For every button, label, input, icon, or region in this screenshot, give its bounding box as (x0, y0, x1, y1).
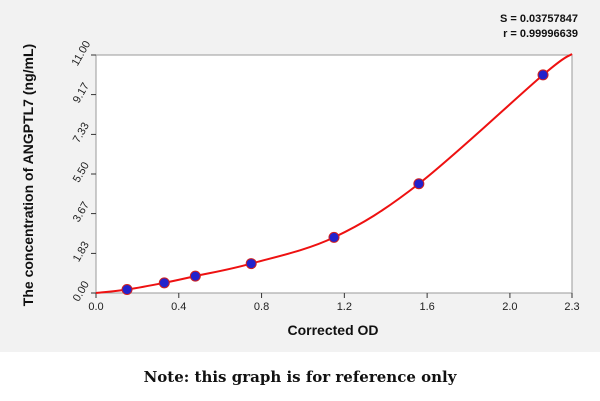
x-tick-label: 1.6 (419, 301, 434, 313)
plot-area: 0.0 0.4 0.8 1.2 1.6 2.0 2.30.001.833.675.507.3… (70, 39, 580, 313)
x-axis-title: Corrected OD (287, 322, 378, 338)
data-point (121, 284, 133, 296)
data-point (537, 69, 549, 81)
y-tick-label: 3.67 (71, 200, 92, 225)
y-tick-label: 11.00 (70, 39, 94, 68)
chart-panel: 0.0 0.4 0.8 1.2 1.6 2.0 2.3 0.00 1.83 3.67 5.50 7.3… (0, 0, 600, 352)
data-point (158, 277, 170, 289)
x-tick-label: 2.3 (564, 301, 579, 313)
data-point (245, 258, 257, 270)
x-tick-label: 0.8 (254, 301, 269, 313)
x-tick-label: 0.0 (88, 301, 103, 313)
y-tick-label: 5.50 (71, 160, 92, 185)
y-tick-label: 9.17 (71, 81, 92, 106)
data-point (328, 231, 340, 243)
calibration-chart: 0.0 0.4 0.8 1.2 1.6 2.0 2.30.001.833.675.507.3… (20, 13, 580, 338)
y-axis-title: The concentration of ANGPTL7 (ng/mL) (20, 44, 36, 306)
y-tick-label: 7.33 (71, 121, 92, 146)
r-value-annotation: r = 0.99996639 (503, 28, 578, 40)
plot-frame (95, 54, 573, 294)
s-value-annotation: S = 0.03757847 (500, 13, 578, 25)
reference-note: Note: this graph is for reference only (143, 368, 457, 386)
y-tick-label: 1.83 (71, 240, 92, 265)
x-tick-label: 0.4 (171, 301, 186, 313)
x-tick-label: 2.0 (502, 301, 517, 313)
data-point (413, 178, 425, 190)
data-point (189, 270, 201, 282)
x-tick-label: 1.2 (337, 301, 352, 313)
fit-curve-line (95, 53, 573, 294)
